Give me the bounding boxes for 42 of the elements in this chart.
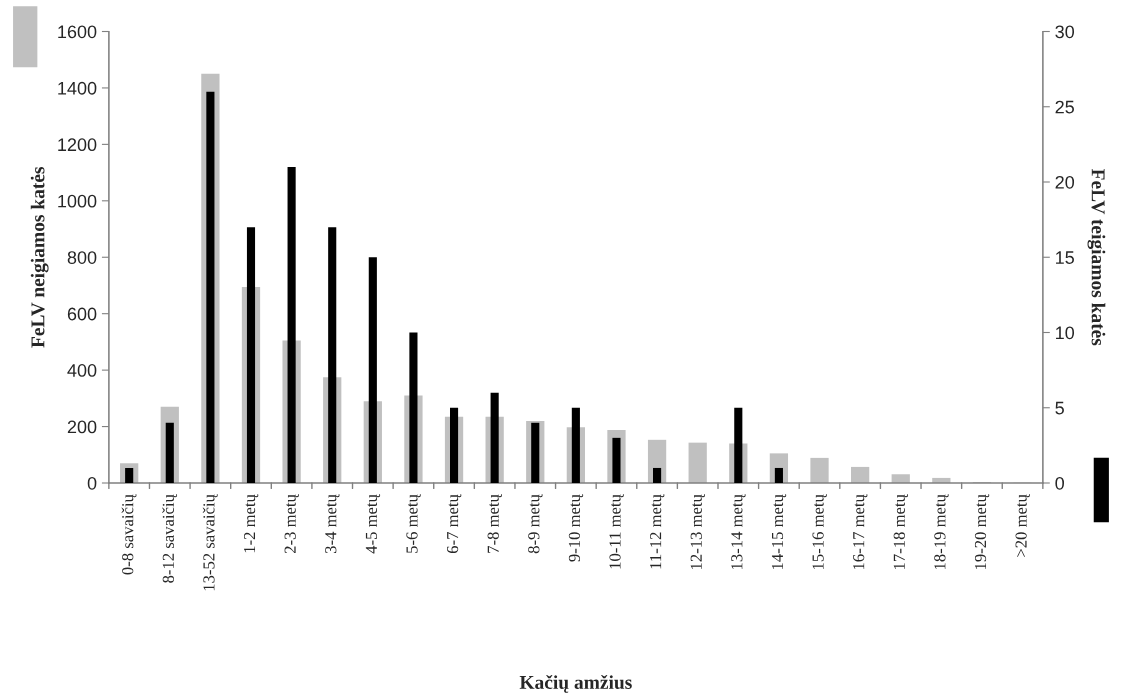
y-tick-label: 1200 (58, 138, 97, 152)
y-tick-label: 1600 (58, 25, 97, 39)
y2-tick-label: 20 (1055, 175, 1075, 189)
x-tick-label: 11-12 metų (650, 494, 665, 569)
x-tick-label: 7-8 metų (487, 494, 502, 553)
y-tick-label: 0 (87, 476, 97, 490)
x-tick-label: 10-11 metų (609, 494, 624, 569)
y2-tick-label: 30 (1055, 25, 1075, 39)
y2-tick-label: 25 (1055, 100, 1074, 114)
x-tick-label: 9-10 metų (568, 494, 584, 562)
x-tick-label: 3-4 metų (325, 494, 340, 554)
x-tick-label: 2-3 metų (284, 494, 299, 554)
y2-tick-label: 10 (1056, 326, 1075, 340)
x-tick-label: 8-9 metų (528, 494, 543, 554)
x-tick-label: 13-14 metų (731, 494, 746, 570)
x-tick-label: 17-18 metų (893, 494, 909, 570)
x-tick-label: 18-19 metų (934, 494, 949, 570)
y-tick-label: 400 (67, 364, 97, 377)
x-tick-label: 0-8 savaičių (121, 494, 137, 575)
x-tick-label: 19-20 metų (974, 494, 990, 570)
y2-tick-label: 5 (1055, 401, 1064, 415)
x-tick-label: 15-16 metų (812, 494, 827, 570)
x-tick-label: 4-5 metų (365, 494, 381, 554)
x-tick-label: 14-15 metų (771, 494, 787, 570)
x-tick-label: 8-12 savaičių (162, 494, 178, 583)
y-axis-title: FeLV neigiamos katės (30, 166, 49, 348)
x-tick-label: >20 metų (1015, 494, 1030, 557)
x-tick-label: 6-7 metų (447, 494, 462, 554)
y-tick-label: 200 (67, 420, 97, 434)
x-tick-label: 16-17 metų (853, 494, 868, 570)
y2-tick-label: 0 (1055, 476, 1064, 490)
y2-axis-title: FeLV teigiamos katės (1087, 168, 1106, 346)
y-tick-label: 1400 (58, 81, 97, 95)
y-tick-label: 600 (67, 307, 97, 321)
x-tick-label: 12-13 metų (690, 494, 705, 570)
y-tick-label: 800 (67, 251, 97, 264)
x-tick-label: 1-2 metų (243, 494, 259, 553)
x-tick-label: 5-6 metų (406, 494, 421, 553)
x-tick-label: 13-52 savaičių (202, 494, 218, 591)
y2-tick-label: 15 (1056, 251, 1074, 264)
x-axis-title: Kačių amžius (519, 675, 632, 693)
y-tick-label: 1000 (58, 194, 97, 208)
